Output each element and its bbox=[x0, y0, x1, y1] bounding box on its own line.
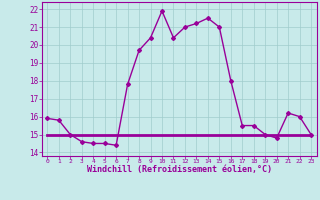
X-axis label: Windchill (Refroidissement éolien,°C): Windchill (Refroidissement éolien,°C) bbox=[87, 165, 272, 174]
